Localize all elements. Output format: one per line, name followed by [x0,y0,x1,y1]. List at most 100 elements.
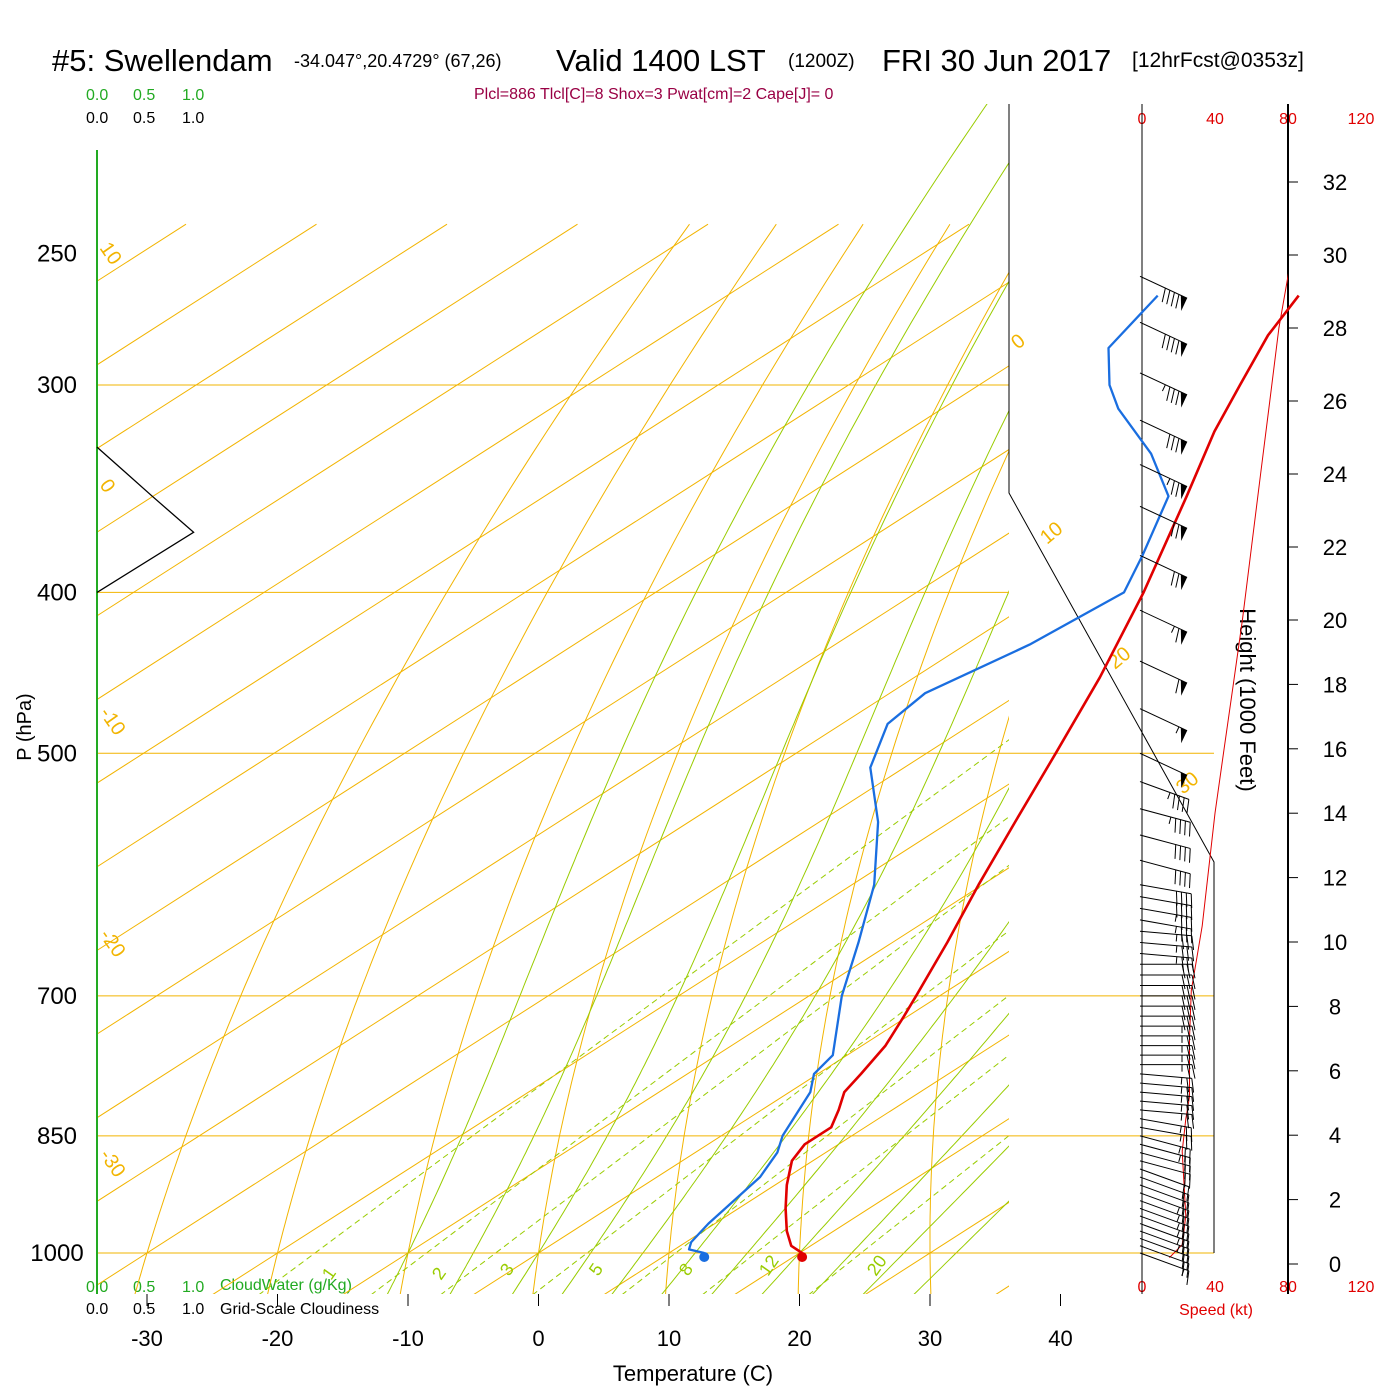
wind-barb-flag [1181,974,1186,990]
isotherm-line [97,223,187,282]
wind-barb-flag [1191,1078,1195,1093]
isotherm-line [97,223,578,533]
wind-speed-line [1169,273,1288,1258]
wind-barb-half-flag [1176,1222,1180,1230]
temperature-tick-labels: -30 -20 -10 0 10 20 30 40 [131,1294,1073,1351]
wind-barb-pennant [1180,574,1188,591]
wind-barb-flag [1186,1077,1190,1093]
wind-barb-flag [1186,1210,1190,1225]
wind-barb [1139,609,1188,645]
wind-barb-pennant [1180,391,1188,408]
wind-barb-flag [1181,946,1185,961]
wind-barb [1139,1100,1195,1120]
wind-barb-flag [1175,524,1180,539]
wind-barb [1139,834,1191,863]
wind-barb-flag [1181,1224,1185,1239]
wind-barb-staff [1139,1245,1190,1265]
temperature-tick-label: 10 [657,1326,681,1351]
wind-barb-flag [1186,946,1190,961]
wind-barb-flag [1191,1035,1196,1051]
wind-barb-staff [1139,907,1192,918]
wind-barb-flag [1191,1045,1196,1060]
title-forecast: [12hrFcst@0353z] [1132,49,1304,72]
indices-line: Plcl=886 Tlcl[C]=8 Shox=3 Pwat[cm]=2 Cap… [474,86,834,103]
temperature-line [784,294,1300,1255]
title-utc: (1200Z) [788,51,855,72]
isotherm-line [212,783,1009,1294]
wind-barb-flag [1175,679,1180,694]
wind-barb-staff [1139,1223,1190,1242]
wind-barb-flag [1181,1184,1185,1200]
wind-barb-flag [1191,1026,1196,1041]
isotherm-line [97,223,970,784]
wind-barb-flag [1179,819,1182,834]
wind-barb [1139,1200,1190,1233]
top-cloudiness-tick: 0.0 [86,110,108,127]
dry-adiabat [267,223,777,1294]
dry-adiabat [1182,224,1385,1322]
dry-adiabat [665,271,1009,1294]
cloudwater-label: CloudWater (g/Kg) [220,1277,352,1294]
isotherm-line [604,1034,1009,1294]
pressure-tick-label: 250 [37,241,77,268]
bottom-cloudiness-tick: 1.0 [182,1301,204,1318]
wind-barb-flag [1179,845,1182,861]
isotherm-label: -20 [95,925,130,961]
wind-barb-flag [1190,893,1193,909]
wind-barb-flag [1170,571,1175,586]
wind-barb-flag [1189,848,1191,863]
wind-barb-flag [1184,847,1186,862]
wind-barb-flag [1166,336,1171,351]
wind-barb-pennant [1180,439,1188,455]
wind-barb-staff [1139,1126,1192,1137]
wind-barb [1140,984,1196,1000]
title-coords: -34.047°,20.4729° (67,26) [294,51,502,71]
wind-barb-staff [1139,896,1192,907]
wind-barb [1140,1005,1196,1021]
top-cloudiness-scale: 0.0 0.5 1.0 [86,110,204,127]
moist-adiabat [386,104,988,1294]
dry-adiabat [1058,224,1297,1322]
wind-barb-flag [1186,1045,1191,1060]
top-speed-scale: 0 40 80 120 [1138,111,1375,128]
wind-barb [1139,419,1188,455]
wind-barb-pennant [1180,680,1188,696]
wind-barb-flag [1189,873,1191,889]
wind-barb-flag [1191,995,1196,1010]
height-tick-label: 30 [1323,243,1347,268]
wind-barb-staff [1139,884,1192,895]
wind-barb-staff [1139,1184,1190,1204]
wind-barb-flag [1181,995,1186,1010]
temperature-tick-label: 30 [918,1326,942,1351]
wind-barb-half-flag [1175,956,1178,964]
wind-barb-flag [1172,794,1176,809]
dry-adiabat [929,715,1009,1294]
moist-adiabat [561,409,1009,1294]
wind-barb-flag [1170,388,1175,404]
wind-barb-staff [1139,1143,1191,1159]
title-date: FRI 30 Jun 2017 [882,43,1111,78]
wind-barb [1139,1073,1195,1093]
height-tick-label: 22 [1323,535,1347,560]
wind-barb-flag [1181,1261,1185,1277]
wind-barb-staff [1139,1237,1190,1257]
top-cloudiness-tick: 1.0 [182,110,204,127]
wind-barb-half-flag [1178,1155,1182,1163]
wind-barb-staff [1139,1160,1191,1175]
wind-barb-flag [1186,1270,1190,1286]
mixing-ratio-line [371,816,1009,1294]
bottom-cloudiness-tick: 0.0 [86,1301,108,1318]
wind-barb-flag [1186,995,1191,1010]
pressure-tick-label: 300 [37,372,77,399]
wind-barb-flag [1189,1149,1191,1164]
wind-barb [1139,464,1188,500]
wind-barb [1139,907,1193,932]
isotherm-line [97,448,1009,1035]
wind-barb-flag [1186,974,1191,990]
wind-barb-half-flag [1176,1230,1180,1238]
wind-barb-staff [1139,1082,1192,1089]
wind-barb-flag [1186,1218,1190,1233]
wind-barb-flag [1186,1226,1190,1241]
wind-barb-half-flag [1161,384,1166,392]
